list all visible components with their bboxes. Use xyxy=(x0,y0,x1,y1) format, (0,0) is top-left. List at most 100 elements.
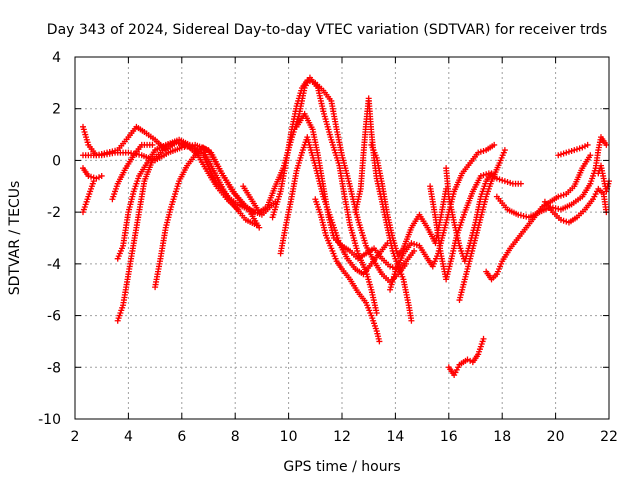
data-point xyxy=(480,147,487,154)
data-point xyxy=(85,172,92,179)
x-tick-label: 22 xyxy=(600,429,618,445)
data-point xyxy=(408,240,415,247)
series-sat-q xyxy=(427,170,524,283)
data-point xyxy=(98,172,105,179)
series-sat-r xyxy=(443,165,495,265)
x-tick-label: 12 xyxy=(333,429,351,445)
y-tick-label: 4 xyxy=(52,50,61,66)
data-point xyxy=(413,241,420,248)
data-point xyxy=(560,150,567,157)
data-point xyxy=(306,78,313,85)
series-sat-x xyxy=(555,141,591,159)
data-point xyxy=(557,192,564,199)
data-point xyxy=(499,177,506,184)
series-sat-f xyxy=(114,139,241,324)
data-point xyxy=(477,148,484,155)
data-point xyxy=(256,224,263,231)
data-point xyxy=(88,173,95,180)
data-point xyxy=(579,144,586,151)
series-sat-g xyxy=(152,144,257,291)
series-sat-h xyxy=(109,141,156,203)
data-point xyxy=(491,141,498,148)
data-point xyxy=(557,216,564,223)
data-point xyxy=(488,170,495,177)
data-point xyxy=(373,309,380,316)
data-point xyxy=(557,151,564,158)
series-sat-d xyxy=(80,178,97,216)
data-point xyxy=(387,263,394,270)
data-point xyxy=(96,174,103,181)
data-point xyxy=(560,217,567,224)
data-point xyxy=(573,146,580,153)
data-point xyxy=(464,356,471,363)
x-tick-label: 8 xyxy=(231,429,240,445)
data-point xyxy=(568,147,575,154)
data-point xyxy=(560,191,567,198)
data-point xyxy=(480,335,487,342)
y-tick-label: -2 xyxy=(47,205,61,221)
x-axis-label: GPS time / hours xyxy=(283,459,400,475)
data-point xyxy=(501,178,508,185)
data-point xyxy=(376,338,383,345)
series-sat-n xyxy=(352,95,415,324)
series-sat-c xyxy=(80,165,105,182)
data-points xyxy=(80,74,612,379)
x-tick-label: 2 xyxy=(71,429,80,445)
y-tick-label: 2 xyxy=(52,102,61,118)
y-tick-label: 0 xyxy=(52,153,61,169)
data-point xyxy=(565,148,572,155)
data-point xyxy=(477,172,484,179)
series-sat-s xyxy=(456,147,508,304)
data-point xyxy=(170,140,177,147)
data-point xyxy=(411,247,418,254)
y-tick-label: -10 xyxy=(38,412,61,428)
x-tick-label: 6 xyxy=(177,429,186,445)
series-sat-v xyxy=(493,134,610,221)
x-tick-label: 20 xyxy=(547,429,565,445)
data-point xyxy=(165,141,172,148)
chart-title: Day 343 of 2024, Sidereal Day-to-day VTE… xyxy=(47,22,607,38)
data-point xyxy=(517,180,524,187)
x-tick-label: 18 xyxy=(493,429,511,445)
series-sat-t xyxy=(445,335,487,379)
series-sat-o xyxy=(368,141,450,260)
series-sat-k xyxy=(277,134,391,278)
series-sat-j xyxy=(269,77,410,285)
data-point xyxy=(587,152,594,159)
data-point xyxy=(584,141,591,148)
series-sat-p xyxy=(387,141,498,293)
data-point xyxy=(149,141,156,148)
y-axis-label: SDTVAR / TECUs xyxy=(7,181,23,296)
data-point xyxy=(168,141,175,148)
data-point xyxy=(563,149,570,156)
data-point xyxy=(496,176,503,183)
data-point xyxy=(411,241,418,248)
series-sat-w xyxy=(541,185,610,226)
y-tick-label: -4 xyxy=(47,257,61,273)
series-sat-m xyxy=(312,196,383,345)
data-point xyxy=(576,145,583,152)
series-sat-l xyxy=(293,110,418,273)
grid-lines xyxy=(75,57,609,419)
axis-ticks xyxy=(74,56,610,420)
data-point xyxy=(480,172,487,179)
data-point xyxy=(581,143,588,150)
data-point xyxy=(571,147,578,154)
y-tick-labels: 4 2 0 -2 -4 -6 -8 -10 xyxy=(38,50,61,428)
data-point xyxy=(501,147,508,154)
x-tick-label: 16 xyxy=(440,429,458,445)
data-point xyxy=(309,78,316,85)
x-tick-labels: 2 4 6 8 10 12 14 16 18 20 22 xyxy=(71,429,618,445)
data-point xyxy=(555,193,562,200)
data-point xyxy=(603,141,610,148)
y-tick-label: -6 xyxy=(47,309,61,325)
x-tick-label: 14 xyxy=(386,429,404,445)
data-point xyxy=(555,152,562,159)
data-point xyxy=(475,149,482,156)
data-point xyxy=(408,317,415,324)
data-point xyxy=(234,206,241,213)
x-tick-label: 10 xyxy=(280,429,298,445)
data-point xyxy=(90,178,97,185)
data-point xyxy=(507,179,514,186)
